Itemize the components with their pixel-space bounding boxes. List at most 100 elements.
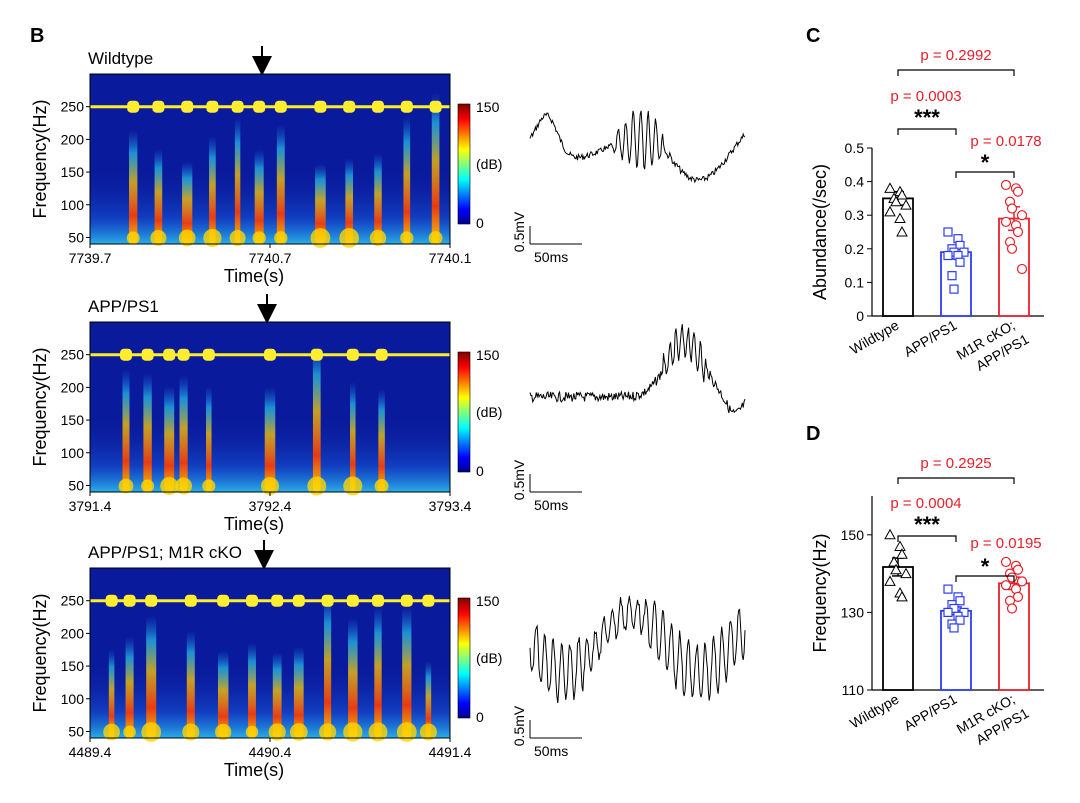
data-point: [896, 548, 908, 559]
x-tick-label: 4490.4: [249, 744, 292, 760]
data-point: [943, 250, 953, 261]
signal-line-blob: [145, 594, 158, 607]
y-tick-label: 150: [841, 527, 865, 543]
signal-line-blob: [152, 100, 165, 113]
significance-stars: ***: [914, 105, 940, 130]
spectrogram-burst-base: [252, 231, 266, 245]
data-point: [1006, 243, 1018, 254]
spectrogram-burst-base: [289, 723, 308, 741]
x-axis-title: Time(s): [224, 266, 284, 286]
spectrogram-burst: [164, 385, 175, 492]
y-tick-label: 200: [61, 131, 85, 147]
spectrogram-burst-base: [215, 723, 232, 741]
significance-stars: ***: [914, 512, 940, 537]
p-value-label: p = 0.0195: [970, 535, 1041, 552]
y-tick-label: 50: [68, 723, 84, 739]
data-point: [884, 528, 896, 540]
data-point: [1006, 203, 1018, 214]
data-point: [1012, 226, 1024, 238]
x-axis-title: Time(s): [224, 760, 284, 780]
p-value-label: p = 0.2992: [920, 47, 991, 64]
signal-line-blob: [429, 100, 442, 113]
spectrogram-burst: [293, 646, 304, 738]
spectrogram-burst-base: [118, 478, 134, 494]
spectrogram-burst: [324, 594, 332, 738]
data-point: [943, 584, 953, 594]
spectrogram-burst-base: [307, 476, 327, 496]
y-tick-label: 0.4: [845, 174, 865, 190]
x-tick-label: 4489.4: [69, 744, 112, 760]
spectrogram-burst-base: [310, 228, 331, 248]
spectrogram-burst-base: [374, 479, 389, 493]
lfp-trace: [529, 595, 746, 704]
spectrogram-burst: [403, 116, 411, 244]
spectrogram-burst-base: [396, 722, 417, 742]
data-point: [890, 195, 902, 207]
category-label: APP/PS1: [901, 317, 960, 360]
data-point: [947, 271, 957, 281]
signal-line-blob: [141, 348, 154, 361]
spectrogram-burst-base: [126, 231, 140, 245]
significance-bracket: [897, 128, 957, 135]
colorbar-unit-label: (dB): [476, 404, 502, 420]
signal-line-blob: [372, 100, 384, 113]
data-point: [949, 623, 959, 633]
significance-bracket: [955, 575, 1015, 582]
spectrogram-burst: [248, 642, 256, 738]
data-point: [888, 555, 900, 567]
y-tick-label: 0.2: [845, 241, 865, 257]
spectrogram-burst: [182, 161, 193, 244]
y-tick-label: 250: [61, 593, 85, 609]
significance-bracket: [897, 535, 957, 542]
colorbar: [457, 597, 471, 719]
spectrogram-burst-base: [368, 722, 388, 742]
signal-line-blob: [321, 594, 334, 607]
colorbar-min-label: 0: [476, 709, 484, 725]
spectrogram-burst-base: [318, 723, 337, 741]
colorbar-max-label: 150: [476, 347, 500, 363]
spectrogram-burst-base: [103, 723, 120, 741]
data-point: [1012, 564, 1024, 575]
spectrogram-burst: [374, 606, 382, 738]
spectrogram-burst-base: [428, 231, 443, 245]
signal-line-blob: [127, 100, 140, 113]
spectrogram-burst: [402, 606, 412, 738]
spectrogram-burst: [146, 615, 157, 738]
data-point: [1000, 216, 1012, 228]
spectrogram-burst: [154, 148, 163, 244]
spectrogram-burst-base: [339, 228, 360, 248]
data-point: [896, 189, 908, 200]
y-tick-label: 50: [68, 477, 84, 493]
spectrogram-burst-base: [400, 231, 414, 245]
x-tick-label: 7740.1: [429, 250, 472, 266]
scale-bar-voltage-label: 0.5mV: [511, 705, 527, 746]
spectrogram-burst-base: [141, 479, 155, 493]
y-tick-label: 150: [61, 164, 85, 180]
data-point: [943, 227, 953, 237]
y-axis-title: Frequency(Hz): [810, 533, 830, 652]
signal-line-blob: [271, 594, 284, 607]
y-tick-label: 0.5: [845, 140, 865, 156]
spectrogram-burst: [122, 368, 130, 492]
x-tick-label: 7740.7: [249, 250, 292, 266]
y-tick-label: 130: [841, 604, 865, 620]
scale-bar-voltage-label: 0.5mV: [511, 459, 527, 500]
p-value-label: p = 0.0003: [890, 88, 961, 105]
lfp-trace: [529, 324, 746, 414]
y-axis-title: Frequency(Hz): [30, 99, 50, 218]
spectrogram-burst-base: [343, 722, 363, 742]
signal-line-blob: [343, 100, 356, 113]
data-point: [955, 596, 965, 606]
data-point: [955, 615, 965, 625]
spectrogram-burst-base: [178, 229, 196, 247]
significance-bracket: [897, 477, 1015, 484]
signal-line-blob: [163, 348, 176, 361]
spectrogram-burst-base: [268, 723, 286, 741]
p-value-label: p = 0.2925: [920, 455, 991, 472]
scale-bar-time-label: 50ms: [534, 743, 568, 759]
spectrogram-burst-base: [260, 476, 280, 496]
spectrogram-burst: [272, 651, 282, 738]
y-axis-title: Frequency(Hz): [30, 593, 50, 712]
spectrogram-title: APP/PS1: [88, 297, 159, 316]
data-point: [949, 284, 959, 294]
